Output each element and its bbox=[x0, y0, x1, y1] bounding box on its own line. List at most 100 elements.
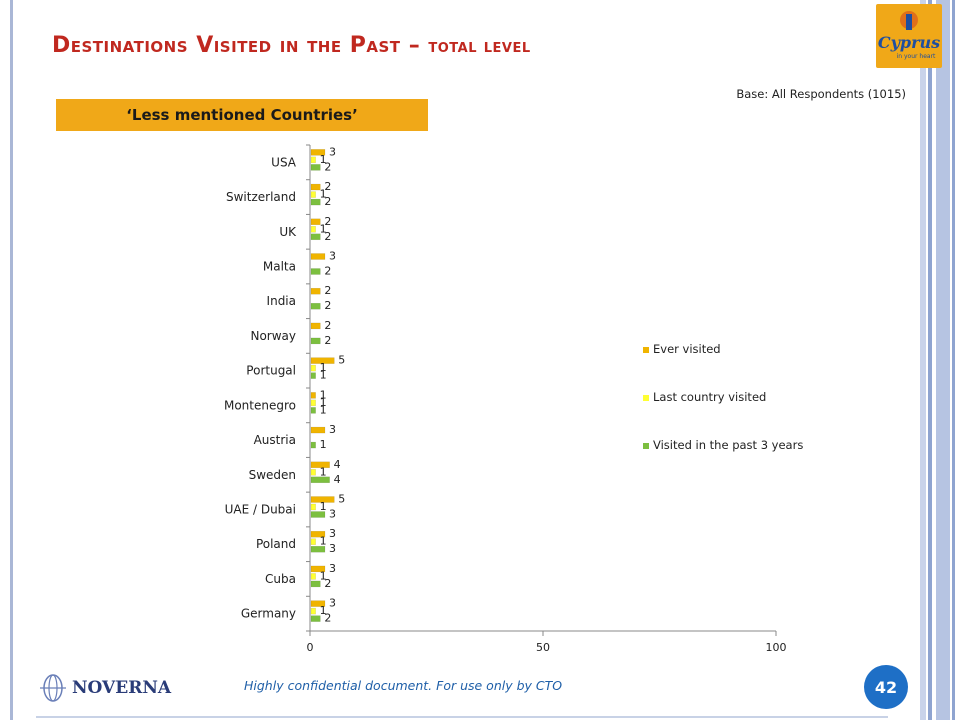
legend-label: Visited in the past 3 years bbox=[653, 438, 803, 452]
bar bbox=[310, 198, 321, 206]
data-label: 2 bbox=[324, 180, 331, 193]
data-label: 4 bbox=[334, 473, 341, 486]
data-label: 1 bbox=[320, 369, 327, 382]
bar bbox=[310, 469, 316, 476]
bar bbox=[310, 164, 321, 171]
category-label: Norway bbox=[250, 329, 296, 343]
bar bbox=[310, 253, 326, 260]
title-suffix: total level bbox=[428, 36, 531, 57]
bottom-rule bbox=[36, 716, 888, 718]
data-label: 2 bbox=[324, 265, 331, 278]
bar bbox=[310, 399, 316, 407]
svg-text:in your heart: in your heart bbox=[897, 53, 936, 60]
category-label: Cuba bbox=[265, 572, 296, 586]
data-label: 1 bbox=[320, 188, 327, 201]
bar bbox=[310, 496, 335, 503]
data-label: 2 bbox=[324, 319, 331, 332]
data-label: 1 bbox=[320, 361, 327, 374]
data-label: 2 bbox=[324, 334, 331, 347]
legend-swatch bbox=[643, 347, 649, 353]
bar bbox=[310, 226, 316, 233]
page-title: Destinations Visited in the Past – total… bbox=[52, 33, 531, 58]
x-tick-label: 50 bbox=[536, 641, 550, 654]
legend-swatch bbox=[643, 395, 649, 401]
data-label: 4 bbox=[334, 458, 341, 471]
data-label: 2 bbox=[324, 195, 331, 208]
bar bbox=[310, 511, 326, 518]
bar bbox=[310, 545, 326, 553]
left-border-rule bbox=[10, 0, 13, 720]
category-label: Montenegro bbox=[224, 398, 296, 412]
bar bbox=[310, 156, 316, 164]
bar bbox=[310, 600, 326, 607]
category-label: Poland bbox=[256, 537, 296, 551]
x-tick-label: 0 bbox=[307, 641, 314, 654]
bar bbox=[310, 357, 335, 364]
noverna-globe-icon bbox=[40, 674, 66, 702]
data-label: 2 bbox=[324, 230, 331, 243]
data-label: 1 bbox=[320, 403, 327, 416]
bar bbox=[310, 580, 321, 588]
category-label: Austria bbox=[254, 433, 296, 447]
bar bbox=[310, 476, 330, 484]
bar bbox=[310, 233, 321, 241]
bar bbox=[310, 573, 316, 580]
bar bbox=[310, 503, 316, 511]
cyprus-logo: Cyprus in your heart bbox=[876, 4, 942, 68]
data-label: 3 bbox=[329, 250, 336, 263]
page-number: 42 bbox=[874, 677, 898, 697]
bar bbox=[310, 407, 316, 414]
category-label: Portugal bbox=[246, 364, 296, 378]
bar bbox=[310, 322, 321, 330]
data-label: 3 bbox=[329, 562, 336, 575]
subtitle-banner: ‘Less mentioned Countries’ bbox=[56, 99, 428, 131]
bar bbox=[310, 191, 316, 198]
bar bbox=[310, 441, 316, 449]
svg-text:Cyprus: Cyprus bbox=[878, 33, 940, 52]
data-label: 1 bbox=[320, 500, 327, 513]
data-label: 2 bbox=[324, 577, 331, 590]
category-label: UAE / Dubai bbox=[225, 503, 296, 517]
bar bbox=[310, 218, 321, 226]
data-label: 1 bbox=[320, 604, 327, 617]
legend-swatch bbox=[643, 443, 649, 449]
data-label: 2 bbox=[324, 299, 331, 312]
category-label: India bbox=[267, 294, 296, 308]
bar bbox=[310, 615, 321, 622]
bar bbox=[310, 392, 316, 399]
x-tick-label: 100 bbox=[766, 641, 787, 654]
title-main: Destinations Visited in the Past – bbox=[52, 33, 429, 58]
data-label: 2 bbox=[324, 284, 331, 297]
data-label: 1 bbox=[320, 153, 327, 166]
data-label: 3 bbox=[329, 423, 336, 436]
legend-label: Ever visited bbox=[653, 342, 721, 356]
bar bbox=[310, 530, 326, 538]
bar bbox=[310, 565, 326, 573]
data-label: 3 bbox=[329, 508, 336, 521]
data-label: 1 bbox=[320, 535, 327, 548]
data-label: 5 bbox=[338, 493, 345, 506]
base-note: Base: All Respondents (1015) bbox=[736, 87, 906, 101]
category-label: Switzerland bbox=[226, 190, 296, 204]
data-label: 3 bbox=[329, 145, 336, 158]
bar bbox=[310, 426, 326, 434]
data-label: 1 bbox=[320, 388, 327, 401]
category-label: USA bbox=[271, 155, 297, 169]
bar bbox=[310, 337, 321, 345]
noverna-brand: NOVERNA bbox=[72, 678, 172, 698]
confidential-note: Highly confidential document. For use on… bbox=[244, 678, 563, 693]
data-label: 1 bbox=[320, 396, 327, 409]
bar bbox=[310, 461, 330, 469]
bar bbox=[310, 364, 316, 372]
bar bbox=[310, 302, 321, 310]
right-decoration bbox=[920, 0, 960, 720]
bar bbox=[310, 183, 321, 191]
legend-label: Last country visited bbox=[653, 390, 766, 404]
data-label: 2 bbox=[324, 160, 331, 173]
category-label: UK bbox=[279, 225, 297, 239]
bar bbox=[310, 607, 316, 615]
bar bbox=[310, 149, 326, 156]
data-label: 1 bbox=[320, 438, 327, 451]
page-number-badge: 42 bbox=[864, 665, 908, 709]
